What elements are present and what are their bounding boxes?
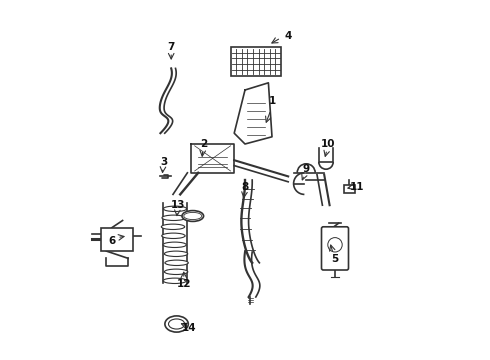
Text: 12: 12 [176, 279, 191, 289]
Text: 14: 14 [182, 323, 196, 333]
Ellipse shape [163, 206, 187, 211]
FancyBboxPatch shape [101, 228, 133, 251]
Ellipse shape [163, 278, 187, 284]
Ellipse shape [162, 215, 185, 220]
Text: 7: 7 [168, 42, 175, 52]
Ellipse shape [164, 269, 188, 275]
Text: 3: 3 [160, 157, 168, 167]
Text: 5: 5 [331, 254, 339, 264]
FancyBboxPatch shape [231, 47, 281, 76]
Ellipse shape [182, 211, 204, 221]
Ellipse shape [164, 251, 188, 256]
Text: 9: 9 [303, 164, 310, 174]
FancyBboxPatch shape [321, 227, 348, 270]
Text: 13: 13 [171, 200, 186, 210]
Text: 4: 4 [285, 31, 292, 41]
FancyBboxPatch shape [344, 185, 355, 193]
Ellipse shape [165, 260, 188, 266]
Text: 10: 10 [320, 139, 335, 149]
Text: 6: 6 [108, 236, 116, 246]
Ellipse shape [162, 233, 185, 239]
Text: 1: 1 [269, 96, 275, 106]
Ellipse shape [163, 242, 186, 248]
Text: 11: 11 [349, 182, 364, 192]
Ellipse shape [165, 316, 188, 332]
Text: 2: 2 [200, 139, 207, 149]
Text: 8: 8 [242, 182, 248, 192]
Ellipse shape [161, 224, 185, 230]
